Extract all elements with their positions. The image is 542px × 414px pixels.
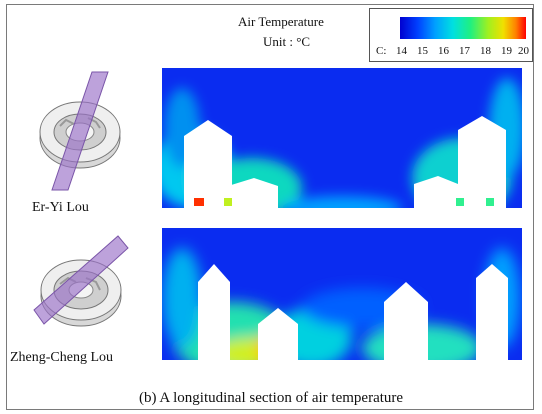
figure-frame xyxy=(6,4,534,410)
figure-caption: (b) A longitudinal section of air temper… xyxy=(138,390,404,406)
panel-label-zheng-cheng-lou: Zheng-Cheng Lou xyxy=(10,350,114,365)
colorbar-tick: 17 xyxy=(459,45,470,57)
colorbar-tick: 18 xyxy=(480,45,491,57)
colorbar-tick: 19 xyxy=(501,45,512,57)
colorbar-prefix: C: xyxy=(376,45,387,57)
colorbar-tick: 20 xyxy=(518,45,529,57)
colorbar-tick: 16 xyxy=(438,45,449,57)
colorbar-tick: 15 xyxy=(417,45,428,57)
legend-unit: Unit : °C xyxy=(263,34,311,49)
er-yi-lou-model xyxy=(30,66,130,196)
colorbar-box: C: 14 15 16 17 18 19 20 xyxy=(369,8,533,62)
zheng-cheng-lou-temperature-section xyxy=(162,228,522,366)
panel-label-er-yi-lou: Er-Yi Lou xyxy=(32,200,89,215)
zheng-cheng-lou-model xyxy=(26,232,136,350)
er-yi-lou-temperature-section xyxy=(162,68,522,216)
colorbar-tick: 14 xyxy=(396,45,407,57)
legend-title: Air Temperature xyxy=(238,14,324,29)
colorbar-gradient xyxy=(400,17,526,39)
